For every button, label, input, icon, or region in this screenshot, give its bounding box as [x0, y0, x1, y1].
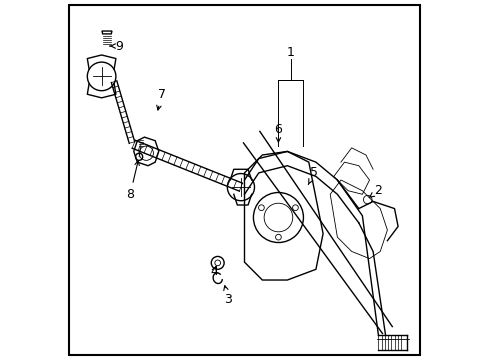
- Text: 7: 7: [157, 88, 165, 110]
- Text: 5: 5: [307, 166, 318, 185]
- Text: 9: 9: [110, 40, 123, 53]
- Text: 4: 4: [210, 265, 218, 278]
- Text: 6: 6: [274, 123, 282, 142]
- Text: 8: 8: [126, 161, 139, 201]
- Text: 1: 1: [286, 46, 294, 59]
- Polygon shape: [102, 31, 112, 34]
- Text: 3: 3: [224, 286, 232, 306]
- Text: 2: 2: [368, 184, 382, 197]
